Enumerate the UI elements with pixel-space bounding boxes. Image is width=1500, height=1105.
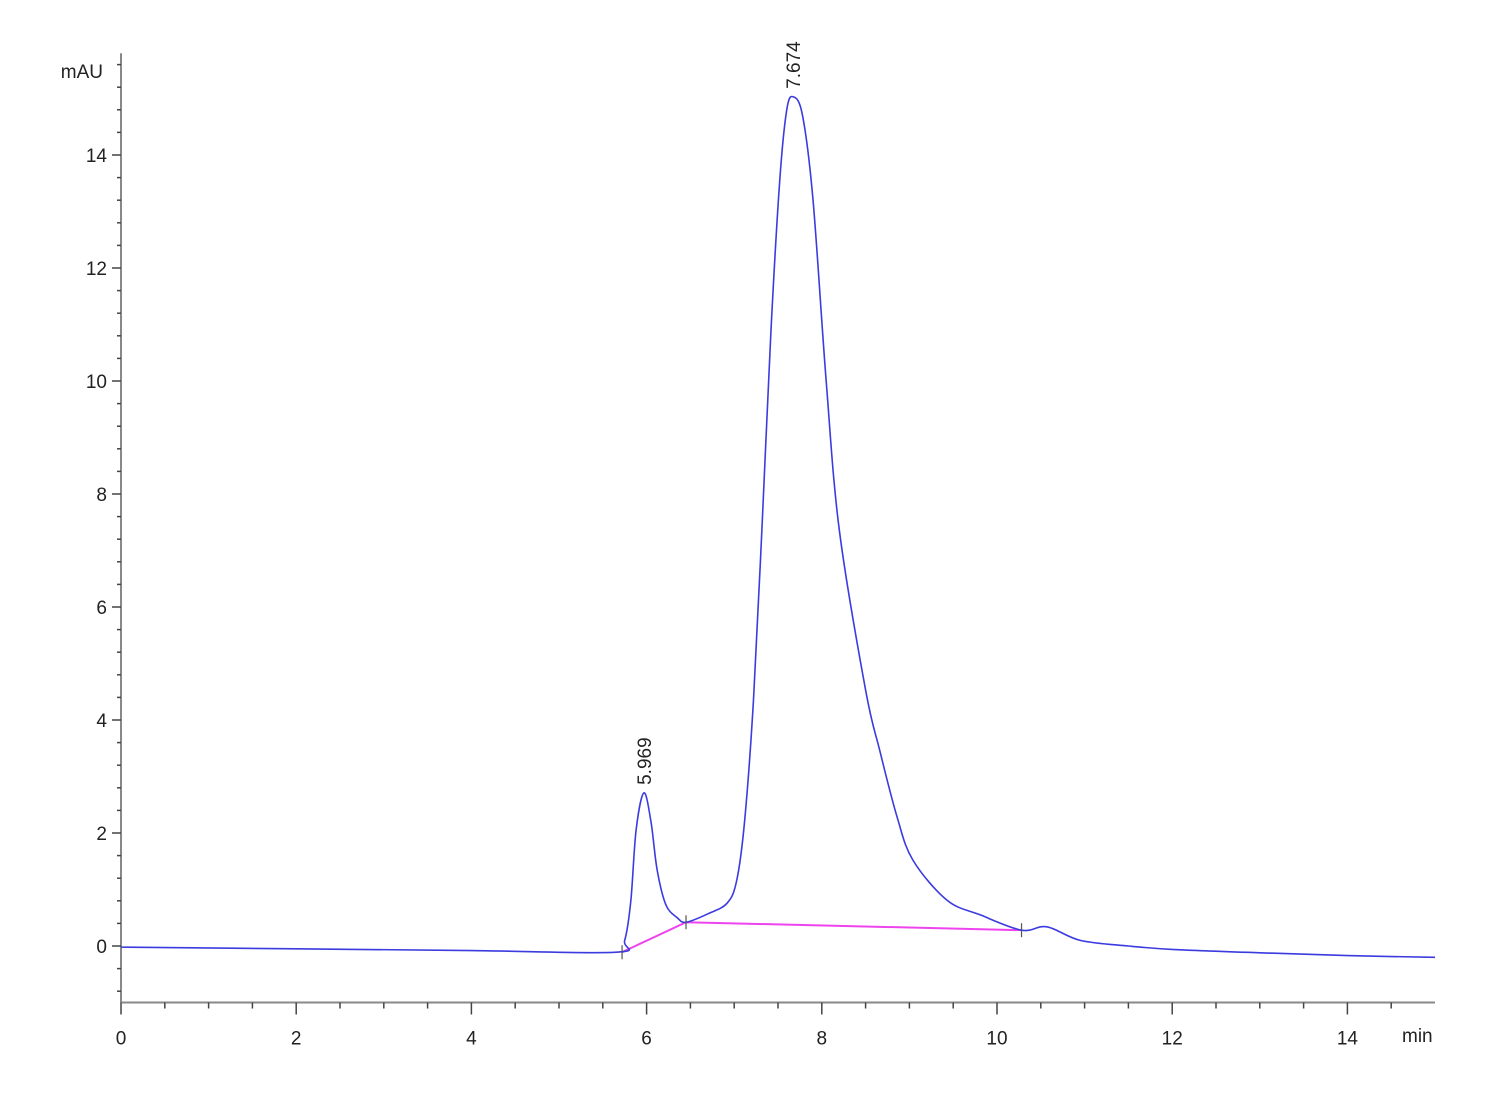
y-tick-label: 10	[86, 372, 107, 393]
y-tick-label: 2	[96, 824, 107, 845]
x-tick-label: 14	[1337, 1029, 1359, 1050]
x-tick-label: 0	[116, 1029, 127, 1050]
signal-trace	[120, 95, 1436, 959]
y-axis-label: mAU	[61, 62, 103, 83]
peak-label: 5.969	[635, 737, 656, 785]
peak-markers: 5.969 7.674	[621, 41, 1023, 960]
y-tick-label: 4	[96, 711, 107, 732]
peak-label: 7.674	[784, 41, 805, 89]
x-tick-label: 2	[291, 1029, 302, 1050]
y-tick-label: 0	[96, 937, 107, 958]
x-axis-label: min	[1402, 1026, 1433, 1047]
x-tick-label: 10	[986, 1029, 1007, 1050]
y-tick-label: 6	[96, 598, 107, 619]
x-tick-label: 6	[641, 1029, 652, 1050]
x-tick-label: 4	[466, 1029, 477, 1050]
x-tick-label: 12	[1162, 1029, 1183, 1050]
y-tick-label: 14	[86, 146, 108, 167]
y-tick-label: 8	[96, 485, 107, 506]
x-tick-label: 8	[817, 1029, 828, 1050]
axes: 0 2 4 6 8 10 12 14 0 2 4 6 8 10 12 14	[86, 53, 1435, 1050]
y-tick-label: 12	[86, 259, 107, 280]
integration-baseline	[621, 921, 1022, 954]
